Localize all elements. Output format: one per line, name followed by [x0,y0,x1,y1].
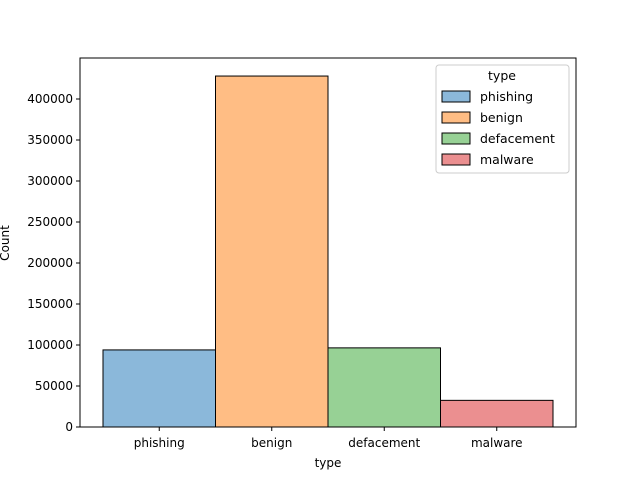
y-tick-label: 200000 [27,256,73,270]
legend-label-defacement: defacement [480,131,555,146]
legend-swatch-phishing [441,90,471,103]
y-axis-label: Count [0,225,12,261]
legend: type phishing benign defacement malware [435,64,570,174]
x-axis-label: type [315,456,342,470]
legend-title: type [488,68,516,83]
y-tick-label: 50000 [35,379,73,393]
legend-label-phishing: phishing [480,89,533,104]
y-tick-label: 350000 [27,133,73,147]
legend-swatch-benign [441,111,471,124]
bar-phishing [102,349,216,428]
bar-defacement [327,347,441,428]
x-tick-label: defacement [348,436,420,450]
legend-label-benign: benign [480,110,523,125]
x-tick-label: malware [471,436,523,450]
y-tick-label: 250000 [27,215,73,229]
legend-items: phishing benign defacement malware [441,89,555,167]
y-tick-label: 150000 [27,297,73,311]
y-tick-label: 400000 [27,92,73,106]
legend-swatch-defacement [441,132,471,145]
legend-swatch-malware [441,153,471,166]
x-tick-label: benign [251,436,292,450]
y-tick-label: 100000 [27,338,73,352]
legend-label-malware: malware [480,152,534,167]
bar-malware [440,399,554,428]
bar-benign [215,75,329,428]
y-tick-label: 0 [65,420,73,434]
x-tick-label: phishing [134,436,185,450]
plot-frame [79,57,577,428]
x-axis: phishing benign defacement malware [134,427,523,450]
y-axis: 0 50000 100000 150000 200000 250000 300000 3500… [27,92,80,434]
y-tick-label: 300000 [27,174,73,188]
bars-group [102,75,554,428]
